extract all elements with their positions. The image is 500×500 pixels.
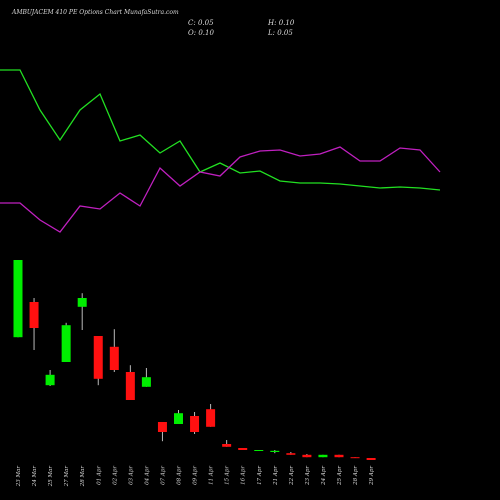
x-tick-label: 24 Apr (321, 466, 327, 486)
x-tick-label: 09 Apr (193, 466, 199, 485)
x-tick-label: 21 Apr (273, 466, 279, 486)
x-tick-label: 29 Apr (369, 466, 375, 486)
x-tick-label: 23 Apr (305, 466, 311, 486)
candle-body (45, 374, 55, 386)
candle-body (254, 450, 264, 451)
x-tick-label: 27 Mar (64, 466, 70, 488)
candle-body (61, 325, 71, 362)
x-tick-label: 15 Apr (225, 466, 231, 485)
x-tick-label: 28 Mar (80, 466, 86, 488)
candle-body (13, 260, 23, 338)
x-tick-label: 01 Apr (96, 466, 102, 485)
candle-body (141, 377, 151, 387)
x-tick-label: 25 Apr (337, 466, 343, 486)
candle-body (366, 458, 376, 460)
x-tick-label: 08 Apr (177, 466, 183, 485)
x-tick-label: 04 Apr (144, 466, 150, 485)
candle-body (270, 450, 280, 452)
candle-body (238, 448, 248, 450)
line (0, 146, 441, 233)
candle-body (29, 302, 39, 328)
candle-body (318, 454, 328, 458)
chart-title: AMBUJACEM 410 PE Options Chart MunafaSut… (11, 9, 179, 16)
candle-body (157, 422, 167, 432)
x-tick-label: 25 Mar (48, 466, 54, 488)
candle-body (302, 454, 312, 458)
x-tick-label: 11 Apr (209, 466, 215, 485)
candle-body (77, 298, 87, 307)
ohlc-close: C: 0.05 (188, 19, 214, 27)
ohlc-low: L: 0.05 (267, 29, 293, 37)
x-tick-label: 22 Apr (289, 466, 295, 486)
candle-body (109, 346, 119, 370)
candle-body (190, 416, 200, 432)
x-tick-label: 24 Mar (32, 466, 38, 488)
x-tick-label: 23 Mar (16, 466, 22, 488)
candle-body (125, 372, 135, 400)
candle-body (174, 413, 183, 424)
ohlc-high: H: 0.10 (267, 19, 295, 27)
x-tick-label: 17 Apr (257, 466, 263, 485)
candle-body (286, 453, 296, 455)
ohlc-open: O: 0.10 (188, 29, 214, 37)
x-tick-label: 07 Apr (160, 466, 166, 485)
x-tick-label: 28 Apr (353, 466, 359, 486)
candle-body (222, 444, 232, 447)
x-tick-label: 03 Apr (128, 466, 134, 485)
x-tick-label: 02 Apr (112, 466, 118, 485)
x-tick-label: 16 Apr (241, 466, 247, 485)
candle-body (93, 336, 103, 379)
line (0, 69, 441, 191)
candle-body (350, 457, 360, 459)
candle-body (206, 409, 216, 427)
candle-body (334, 454, 344, 458)
